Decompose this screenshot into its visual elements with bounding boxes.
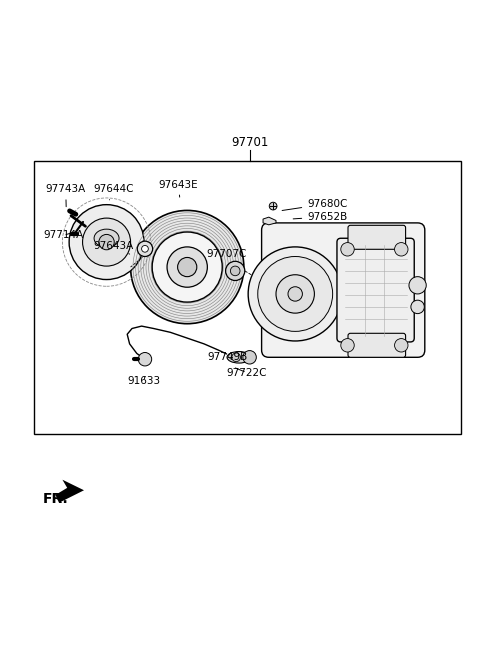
Circle shape: [409, 277, 426, 294]
FancyBboxPatch shape: [262, 223, 425, 357]
Text: 97643A: 97643A: [94, 241, 134, 254]
Circle shape: [142, 246, 148, 252]
Circle shape: [178, 258, 197, 277]
Circle shape: [243, 351, 256, 364]
Text: 97707C: 97707C: [206, 249, 247, 265]
Text: 97749B: 97749B: [207, 352, 248, 362]
FancyBboxPatch shape: [348, 333, 406, 357]
Circle shape: [411, 300, 424, 313]
Circle shape: [131, 210, 244, 324]
Text: 97652B: 97652B: [293, 212, 348, 221]
Text: FR.: FR.: [43, 492, 69, 506]
Circle shape: [258, 256, 333, 331]
Circle shape: [232, 353, 240, 361]
Circle shape: [276, 275, 314, 313]
Circle shape: [99, 235, 114, 250]
Text: 97722C: 97722C: [227, 368, 267, 378]
Circle shape: [341, 242, 354, 256]
Circle shape: [137, 241, 153, 256]
Text: 91633: 91633: [127, 376, 160, 386]
Text: 97680C: 97680C: [282, 198, 348, 210]
Circle shape: [395, 242, 408, 256]
Text: 97644C: 97644C: [94, 185, 134, 200]
Circle shape: [152, 232, 222, 302]
Circle shape: [395, 338, 408, 352]
Circle shape: [69, 205, 144, 279]
FancyBboxPatch shape: [348, 225, 406, 249]
Ellipse shape: [94, 229, 119, 248]
Circle shape: [248, 247, 342, 341]
Circle shape: [226, 261, 245, 281]
Circle shape: [138, 353, 152, 366]
FancyBboxPatch shape: [337, 238, 414, 342]
Circle shape: [83, 218, 131, 266]
Bar: [34, 160, 461, 434]
Circle shape: [341, 338, 354, 352]
Circle shape: [288, 286, 302, 301]
Polygon shape: [55, 480, 84, 502]
Circle shape: [230, 266, 240, 276]
Text: 97714A: 97714A: [43, 231, 84, 240]
Text: 97743A: 97743A: [46, 185, 86, 207]
Text: 97701: 97701: [231, 135, 268, 148]
Ellipse shape: [227, 351, 251, 363]
Circle shape: [167, 247, 207, 287]
Polygon shape: [263, 217, 276, 225]
Circle shape: [269, 202, 277, 210]
Text: 97643E: 97643E: [158, 179, 198, 197]
